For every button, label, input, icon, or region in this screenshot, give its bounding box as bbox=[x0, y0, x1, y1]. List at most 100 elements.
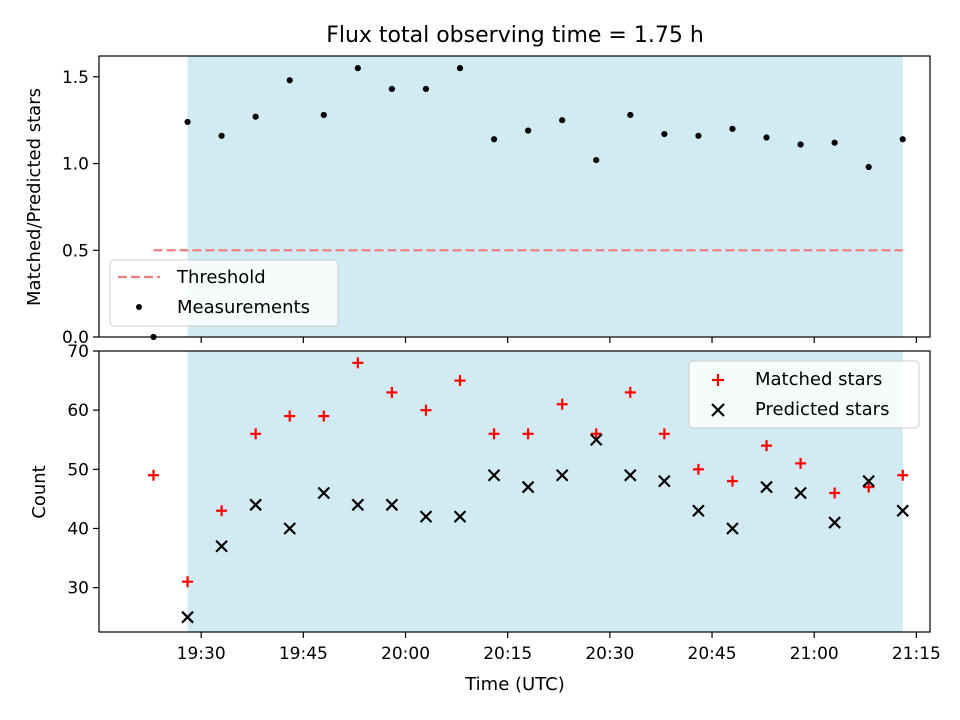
data-point bbox=[695, 132, 702, 139]
data-point bbox=[252, 113, 259, 120]
data-point-matched bbox=[284, 410, 296, 422]
data-point-matched bbox=[250, 428, 262, 440]
data-point bbox=[490, 136, 498, 143]
data-point-predicted bbox=[453, 510, 467, 523]
data-point-predicted bbox=[351, 498, 365, 512]
top-legend: Threshold Measurements bbox=[109, 259, 339, 327]
data-point-predicted bbox=[624, 468, 637, 482]
data-point-predicted bbox=[896, 504, 910, 518]
marker-stroke bbox=[862, 474, 875, 488]
data-point bbox=[184, 118, 191, 126]
data-point-predicted bbox=[794, 486, 807, 500]
x-tick-label: 21:00 bbox=[790, 644, 839, 664]
data-point-predicted bbox=[249, 498, 262, 512]
marker-stroke bbox=[385, 498, 399, 512]
data-point-predicted bbox=[589, 433, 603, 447]
marker-stroke bbox=[711, 403, 725, 417]
top-plot-area: 0.0 0.5 1.0 1.5 Threshold Measurements bbox=[62, 55, 931, 348]
data-point-predicted bbox=[862, 474, 875, 488]
data-point bbox=[286, 77, 293, 84]
data-point-matched bbox=[624, 386, 636, 398]
data-point bbox=[763, 134, 770, 141]
data-point bbox=[354, 65, 361, 72]
marker-stroke bbox=[249, 498, 262, 512]
axes-frame bbox=[98, 55, 931, 338]
data-point-predicted bbox=[760, 480, 773, 494]
data-point-matched bbox=[658, 428, 670, 440]
marker-stroke bbox=[317, 486, 331, 500]
data-point bbox=[559, 117, 566, 124]
marker-stroke bbox=[828, 516, 841, 529]
y-tick-label: 1.0 bbox=[62, 155, 89, 175]
marker-stroke bbox=[215, 539, 228, 553]
data-point bbox=[899, 136, 906, 143]
legend-predicted-label: Predicted stars bbox=[755, 399, 889, 420]
data-point bbox=[320, 111, 327, 119]
legend-predicted-swatch bbox=[711, 403, 725, 417]
data-point-matched bbox=[318, 410, 330, 422]
y-tick-label: 1.5 bbox=[62, 68, 89, 88]
data-point-predicted bbox=[419, 510, 433, 523]
y-tick-label: 30 bbox=[67, 579, 89, 599]
top-panel: Flux total observing time = 1.75 h 0.00.… bbox=[24, 23, 931, 348]
bottom-legend: Matched stars Predicted stars bbox=[688, 360, 920, 429]
marker-stroke bbox=[692, 504, 705, 518]
x-tick-label: 21:15 bbox=[892, 644, 941, 664]
data-point-matched bbox=[726, 475, 738, 487]
marker-stroke bbox=[658, 474, 671, 488]
marker-stroke bbox=[555, 468, 569, 482]
legend-box bbox=[109, 259, 339, 327]
legend-matched-label: Matched stars bbox=[755, 369, 882, 390]
x-tick-label: 20:30 bbox=[585, 644, 634, 664]
marker-stroke bbox=[453, 510, 467, 523]
data-point-predicted bbox=[828, 516, 841, 529]
data-point bbox=[422, 85, 430, 93]
marker-stroke bbox=[419, 510, 433, 523]
marker-stroke bbox=[760, 480, 773, 494]
marker-stroke bbox=[181, 610, 194, 624]
data-point-matched bbox=[897, 469, 909, 481]
data-point bbox=[218, 132, 225, 139]
data-point-predicted bbox=[283, 522, 296, 535]
top-y-axis-label: Matched/Predicted stars bbox=[24, 88, 45, 306]
data-point-predicted bbox=[317, 486, 331, 500]
legend-measurements-label: Measurements bbox=[177, 297, 310, 318]
data-point-matched bbox=[147, 469, 159, 481]
data-point bbox=[831, 139, 838, 146]
data-point-matched bbox=[352, 357, 364, 369]
data-point-matched bbox=[182, 576, 194, 588]
marker-stroke bbox=[896, 504, 910, 518]
data-point bbox=[661, 130, 668, 138]
data-point-predicted bbox=[215, 539, 228, 553]
data-point-predicted bbox=[726, 522, 739, 535]
y-tick-label: 50 bbox=[67, 460, 89, 480]
data-point-predicted bbox=[487, 468, 501, 482]
x-tick-label: 19:45 bbox=[279, 644, 328, 664]
x-tick-label: 20:45 bbox=[688, 644, 737, 664]
y-tick-label: 60 bbox=[67, 401, 89, 421]
data-point-matched bbox=[216, 505, 228, 517]
data-point-matched bbox=[829, 487, 841, 499]
x-tick-label: 20:15 bbox=[483, 644, 532, 664]
data-point bbox=[456, 65, 464, 72]
y-tick-label: 40 bbox=[67, 519, 89, 539]
data-point-matched bbox=[556, 398, 568, 410]
marker-stroke bbox=[589, 433, 603, 447]
data-point bbox=[627, 111, 634, 119]
legend-matched-swatch bbox=[712, 374, 724, 386]
legend-box bbox=[688, 360, 920, 429]
x-axis-label: Time (UTC) bbox=[464, 674, 565, 695]
axes-frame bbox=[98, 350, 931, 633]
x-tick-label: 19:30 bbox=[177, 644, 226, 664]
marker-stroke bbox=[794, 486, 807, 500]
y-tick-label: 70 bbox=[67, 342, 89, 362]
data-point bbox=[388, 85, 395, 93]
legend-measurements-swatch bbox=[136, 304, 142, 310]
data-point bbox=[797, 141, 804, 148]
data-point-predicted bbox=[658, 474, 671, 488]
data-point bbox=[593, 156, 600, 164]
data-point-predicted bbox=[385, 498, 399, 512]
data-point-matched bbox=[795, 457, 807, 469]
marker-stroke bbox=[624, 468, 637, 482]
data-point-predicted bbox=[181, 610, 194, 624]
